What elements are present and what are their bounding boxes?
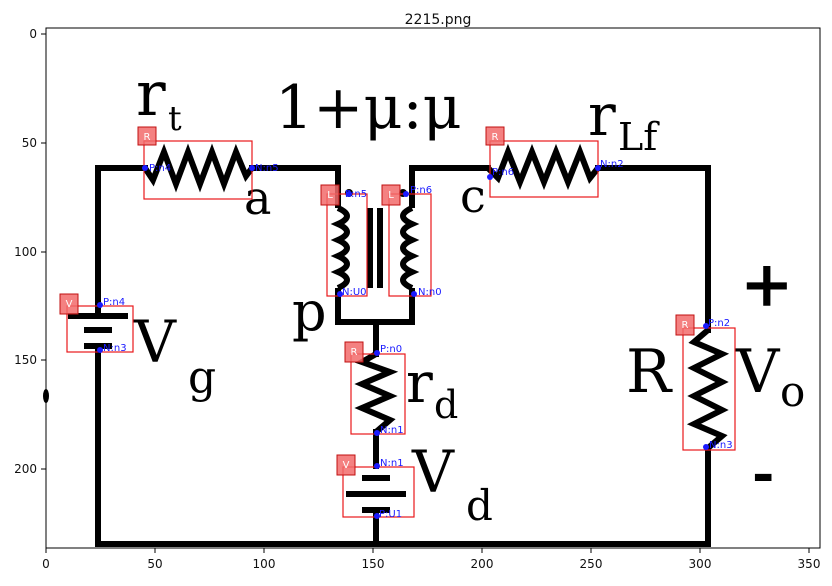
annotation-box: L P:n5 N:U0 bbox=[320, 184, 368, 298]
y-tick-label: 100 bbox=[14, 245, 37, 259]
component-type-label: R bbox=[492, 132, 499, 143]
resistor-rlf-symbol bbox=[485, 143, 601, 191]
x-tick-label: 250 bbox=[580, 557, 603, 571]
label-c: c bbox=[460, 169, 486, 223]
annotation-box: L P:n6 N:n0 bbox=[381, 184, 442, 298]
label-rt: r bbox=[136, 57, 166, 130]
y-tick-label: 0 bbox=[29, 27, 37, 41]
x-tick-label: 350 bbox=[798, 557, 821, 571]
x-tick-label: 150 bbox=[362, 557, 385, 571]
battery-vg-symbol bbox=[68, 313, 128, 349]
label-vg-sub: g bbox=[188, 352, 216, 403]
pin-label: P:n4 bbox=[149, 163, 171, 174]
battery-vd-symbol bbox=[346, 475, 406, 513]
component-type-label: R bbox=[351, 347, 358, 358]
pin-label: P:n6 bbox=[410, 185, 432, 196]
label-rlf-sub: Lf bbox=[618, 115, 660, 159]
annotation-box: R P:n6 N:n2 bbox=[485, 126, 624, 198]
handwritten-labels: r t 1+μ:μ r Lf a c p V g r d V d R V o +… bbox=[133, 57, 805, 530]
label-load-r: R bbox=[626, 337, 673, 407]
pin-label: P:n2 bbox=[708, 318, 730, 329]
component-type-label: V bbox=[66, 299, 73, 310]
annotation-box: R P:n2 N:n3 bbox=[675, 314, 736, 451]
pin-label: P:n5 bbox=[345, 189, 367, 200]
pin-label: N:n0 bbox=[418, 287, 442, 298]
pin-label: N:n1 bbox=[380, 458, 404, 469]
y-tick-label: 50 bbox=[22, 136, 37, 150]
x-tick-label: 200 bbox=[471, 557, 494, 571]
component-type-label: L bbox=[388, 190, 394, 201]
label-minus: - bbox=[752, 441, 774, 505]
pin-label: N:U0 bbox=[342, 287, 367, 298]
label-vd: V bbox=[411, 438, 455, 506]
pin-label: N:n3 bbox=[709, 440, 733, 451]
x-tick-label: 100 bbox=[253, 557, 276, 571]
label-rd-sub: d bbox=[434, 383, 458, 427]
x-tick-label: 300 bbox=[689, 557, 712, 571]
pin-label: N:n5 bbox=[255, 163, 279, 174]
label-vo-sub: o bbox=[780, 367, 805, 416]
plot-frame bbox=[45, 27, 821, 549]
label-turns-ratio: 1+μ:μ bbox=[275, 73, 462, 143]
annotation-box: V P:n4 N:n3 bbox=[59, 293, 134, 354]
pin-label: N:n3 bbox=[103, 343, 127, 354]
label-vd-sub: d bbox=[466, 481, 493, 530]
annotation-box: R P:n0 N:n1 bbox=[344, 341, 406, 436]
circuit-wires bbox=[95, 165, 711, 547]
x-tick-label: 50 bbox=[147, 557, 162, 571]
label-a: a bbox=[244, 171, 271, 225]
x-tick-label: 0 bbox=[42, 557, 50, 571]
resistor-rd-symbol bbox=[354, 351, 399, 435]
label-plus: + bbox=[740, 247, 794, 322]
y-tick-label: 150 bbox=[14, 353, 37, 367]
label-p: p bbox=[292, 280, 327, 343]
label-rt-sub: t bbox=[168, 99, 182, 139]
resistor-load-symbol bbox=[686, 327, 730, 451]
pin-label: N:n1 bbox=[380, 425, 404, 436]
y-tick-label: 200 bbox=[14, 462, 37, 476]
label-rlf: r bbox=[588, 81, 616, 149]
label-vg: V bbox=[133, 308, 177, 376]
resistor-rt-symbol bbox=[142, 143, 255, 193]
figure-title: 2215.png bbox=[405, 12, 472, 28]
pin-label: P:n0 bbox=[380, 344, 402, 355]
component-type-label: R bbox=[682, 320, 689, 331]
pin-label: P:n4 bbox=[103, 297, 125, 308]
scan-artifact bbox=[43, 389, 49, 403]
pin-label: P:n6 bbox=[492, 167, 514, 178]
transformer-symbol bbox=[330, 189, 420, 294]
annotation-box: V N:n1 P:U1 bbox=[336, 454, 415, 520]
label-rd: r bbox=[406, 351, 433, 416]
annotation-box: R P:n4 N:n5 bbox=[137, 126, 279, 200]
component-type-label: V bbox=[343, 460, 350, 471]
component-type-label: R bbox=[144, 132, 151, 143]
x-axis: 0 50 100 150 200 250 300 350 bbox=[42, 548, 820, 571]
component-type-label: L bbox=[327, 190, 333, 201]
pin-label: N:n2 bbox=[600, 159, 624, 170]
pin-label: P:U1 bbox=[379, 509, 402, 520]
y-axis: 0 50 100 150 200 bbox=[14, 27, 46, 476]
label-vo: V bbox=[735, 337, 781, 407]
